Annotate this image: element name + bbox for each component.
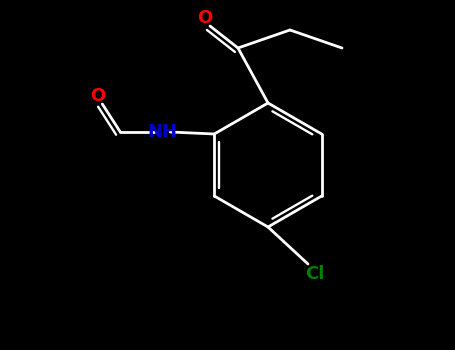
Text: Cl: Cl bbox=[305, 265, 325, 283]
Text: O: O bbox=[90, 87, 105, 105]
Text: O: O bbox=[197, 9, 212, 27]
Text: NH: NH bbox=[147, 123, 177, 141]
